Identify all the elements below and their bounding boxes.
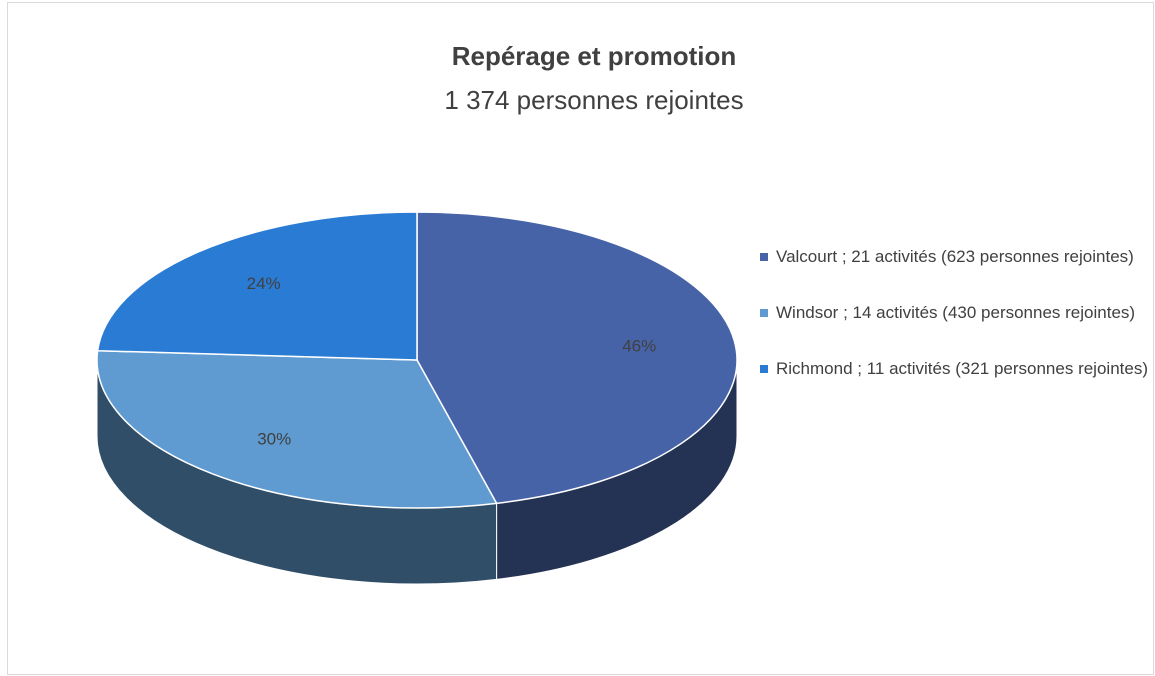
pie: 46% 30% 24% [96,211,738,585]
legend-label: Windsor ; 14 activités (430 personnes re… [776,303,1136,322]
data-label: 24% [247,274,281,293]
legend-label: Richmond ; 11 activités (321 personnes r… [776,359,1148,378]
legend-swatch [760,365,768,373]
legend-swatch [760,309,768,317]
slice [416,211,738,505]
legend-label: Valcourt ; 21 activités (623 personnes r… [776,247,1134,266]
legend-swatch [760,253,768,261]
chart-title: Repérage et promotion [452,41,737,71]
chart-subtitle: 1 374 personnes rejointes [444,85,743,115]
legend-item: Valcourt ; 21 activités (623 personnes r… [760,244,1150,270]
slice [96,211,418,361]
data-label: 30% [257,429,291,448]
legend-item: Richmond ; 11 activités (321 personnes r… [760,356,1150,382]
legend: Valcourt ; 21 activités (623 personnes r… [760,244,1150,412]
legend-item: Windsor ; 14 activités (430 personnes re… [760,300,1150,326]
data-label: 46% [622,336,656,355]
slice [96,349,498,509]
